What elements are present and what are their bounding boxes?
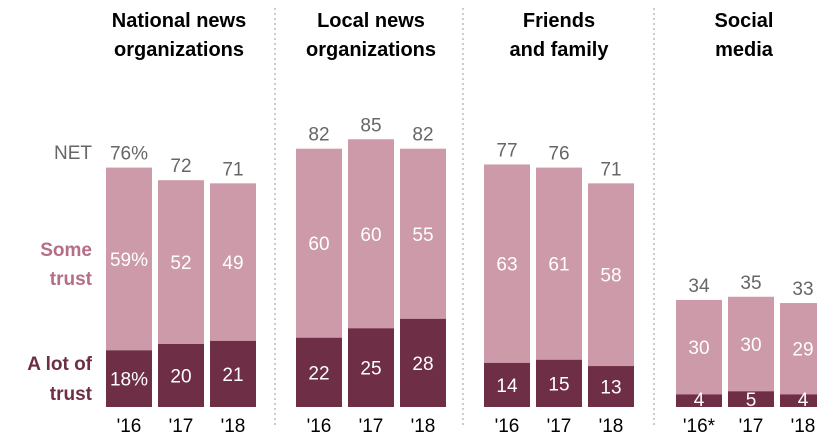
x-tick-label: '17: [169, 416, 194, 435]
panel-1: National news organizations 59% 18% 76% '16 52…: [106, 10, 256, 435]
x-tick-label: '16*: [683, 416, 716, 435]
label-some-trust: 49: [222, 253, 243, 274]
bar-some-trust: [588, 183, 634, 367]
label-some-trust: 52: [170, 253, 191, 274]
label-net: 76: [548, 144, 569, 165]
panel-3: Friends and family 63 14 77 '16 61 15 76 '17 58 13 7…: [484, 10, 634, 435]
row-label-alot-line2: trust: [50, 384, 93, 405]
x-tick-label: '16: [307, 416, 332, 435]
chart-panels: National newsorganizations59%18%76%'1652…: [106, 10, 817, 435]
label-net: 82: [412, 125, 433, 146]
label-some-trust: 29: [792, 340, 813, 361]
label-a-lot-of-trust: 14: [496, 376, 518, 397]
label-net: 82: [308, 125, 329, 146]
bar-a-lot-of-trust: [536, 359, 582, 407]
bar-some-trust: [780, 303, 817, 395]
panel-title: Friends: [523, 10, 595, 32]
bar-some-trust: [400, 148, 446, 319]
bar-some-trust: [484, 164, 530, 363]
label-net: 71: [600, 159, 621, 180]
label-net: 72: [170, 156, 191, 177]
x-tick-label: '18: [411, 416, 436, 435]
label-net: 35: [740, 273, 761, 294]
x-tick-label: '18: [599, 416, 624, 435]
bar-some-trust: [348, 139, 394, 329]
bar-a-lot-of-trust: [296, 337, 342, 407]
row-labels: NET Some trust A lot of trust: [27, 143, 92, 405]
label-net: 34: [688, 276, 710, 297]
panel-title: Local news: [317, 10, 425, 32]
label-some-trust: 61: [548, 255, 569, 276]
label-net: 76%: [110, 144, 148, 165]
label-net: 33: [792, 279, 813, 300]
label-net: 85: [360, 115, 381, 136]
label-a-lot-of-trust: 18%: [110, 370, 148, 391]
panel-title: organizations: [114, 39, 244, 61]
x-tick-label: '18: [221, 416, 246, 435]
panel-title: National news: [112, 10, 246, 32]
bar-some-trust: [728, 296, 774, 392]
bar-a-lot-of-trust: [400, 318, 446, 407]
bar-some-trust: [210, 183, 256, 341]
label-some-trust: 60: [308, 234, 329, 255]
panel-title: media: [715, 39, 774, 61]
x-tick-label: '17: [359, 416, 384, 435]
panel-title: and family: [510, 39, 610, 61]
bar-a-lot-of-trust: [676, 394, 722, 407]
label-a-lot-of-trust: 22: [308, 363, 329, 384]
label-a-lot-of-trust: 5: [746, 390, 757, 411]
label-a-lot-of-trust: 4: [798, 390, 809, 411]
label-some-trust: 58: [600, 266, 621, 287]
label-a-lot-of-trust: 13: [600, 378, 621, 399]
bar-some-trust: [158, 180, 204, 344]
label-some-trust: 63: [496, 255, 517, 276]
panel-2: Local news organizations 60 22 82 '16 60 25 85 '1…: [296, 10, 446, 435]
label-a-lot-of-trust: 20: [170, 367, 191, 388]
label-some-trust: 55: [412, 225, 433, 246]
panel-title: organizations: [306, 39, 436, 61]
bar-some-trust: [106, 167, 152, 351]
bar-some-trust: [536, 167, 582, 360]
bar-some-trust: [296, 148, 342, 338]
bar-a-lot-of-trust: [588, 366, 634, 407]
label-net: 77: [496, 140, 517, 161]
row-label-net: NET: [54, 143, 92, 164]
x-tick-label: '16: [495, 416, 520, 435]
bar-a-lot-of-trust: [780, 394, 817, 407]
x-tick-label: '17: [547, 416, 572, 435]
label-a-lot-of-trust: 25: [360, 359, 381, 380]
label-a-lot-of-trust: 15: [548, 374, 569, 395]
label-net: 71: [222, 159, 243, 180]
label-some-trust: 30: [740, 335, 761, 356]
row-label-alot-line1: A lot of: [27, 354, 92, 375]
label-some-trust: 30: [688, 338, 709, 359]
bar-a-lot-of-trust: [158, 344, 204, 407]
panel-title: Social: [715, 10, 774, 32]
bar-a-lot-of-trust: [106, 350, 152, 407]
x-tick-label: '16: [117, 416, 142, 435]
bar-a-lot-of-trust: [210, 340, 256, 407]
bar-a-lot-of-trust: [484, 362, 530, 407]
bar-a-lot-of-trust: [728, 391, 774, 407]
bar-a-lot-of-trust: [348, 328, 394, 407]
label-some-trust: 60: [360, 225, 381, 246]
x-tick-label: '17: [739, 416, 764, 435]
panel-4: Social media 30 4 34 '16* 30 5 35 '17 29 4 33 '18: [676, 10, 817, 435]
x-tick-label: '18: [791, 416, 816, 435]
label-a-lot-of-trust: 4: [694, 390, 705, 411]
label-a-lot-of-trust: 28: [412, 354, 433, 375]
row-label-some-line2: trust: [50, 269, 93, 290]
label-a-lot-of-trust: 21: [222, 365, 243, 386]
label-some-trust: 59%: [110, 250, 148, 271]
row-label-some-line1: Some: [40, 240, 92, 261]
bar-some-trust: [676, 299, 722, 395]
